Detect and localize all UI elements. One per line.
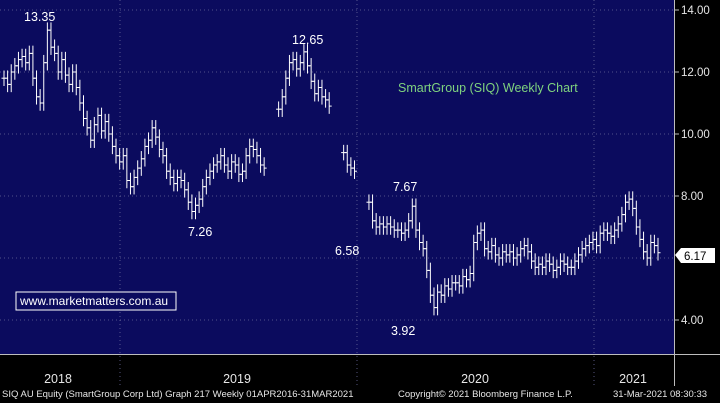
x-axis-label-2019: 2019: [223, 372, 251, 386]
footer-copyright: Copyright© 2021 Bloomberg Finance L.P.: [398, 389, 573, 400]
chart-title: SmartGroup (SIQ) Weekly Chart: [398, 81, 578, 95]
annotation-7-67: 7.67: [393, 180, 417, 194]
price-bar: [326, 92, 332, 114]
footer: SIQ AU Equity (SmartGroup Corp Ltd) Grap…: [0, 386, 720, 403]
x-axis-label-2018: 2018: [44, 372, 72, 386]
grid-lines: [0, 0, 674, 386]
price-bar: [261, 157, 267, 176]
last-price-marker: [675, 248, 715, 263]
y-axis-ticks: 14.00 12.00 10.00 8.00 4.00: [674, 5, 710, 327]
price-annotations: 13.35 12.65 7.26 7.67 6.58 3.92: [24, 10, 417, 338]
annotation-6-58: 6.58: [335, 244, 359, 258]
annotation-13-35: 13.35: [24, 10, 55, 24]
y-axis-background: [674, 0, 720, 386]
x-axis-background: [0, 354, 674, 386]
price-bar: [351, 160, 357, 179]
y-tick-label-2: 10.00: [681, 129, 710, 141]
x-axis-labels: 2018 2019 2020 2021: [44, 372, 647, 386]
footer-timestamp: 31-Mar-2021 08:30:33: [613, 389, 708, 400]
website-link[interactable]: www.marketmatters.com.au: [19, 294, 168, 308]
y-tick-label-4: 4.00: [681, 315, 703, 327]
y-tick-label-3: 8.00: [681, 191, 703, 203]
y-tick-label-1: 12.00: [681, 67, 710, 79]
price-bar: [655, 237, 661, 261]
x-axis-label-2020: 2020: [461, 372, 489, 386]
annotation-3-92: 3.92: [391, 324, 415, 338]
stock-chart: 14.00 12.00 10.00 8.00 4.00 2018 2019 2020 2021…: [0, 0, 720, 386]
annotation-7-26: 7.26: [188, 225, 212, 239]
footer-security-info: SIQ AU Equity (SmartGroup Corp Ltd) Grap…: [2, 389, 354, 400]
x-axis-label-2021: 2021: [619, 372, 647, 386]
annotation-12-65: 12.65: [292, 33, 323, 47]
price-bars: [1, 22, 661, 316]
y-tick-label-0: 14.00: [681, 5, 710, 17]
last-price-label: 6.17: [684, 251, 706, 263]
website-box: [15, 291, 177, 311]
